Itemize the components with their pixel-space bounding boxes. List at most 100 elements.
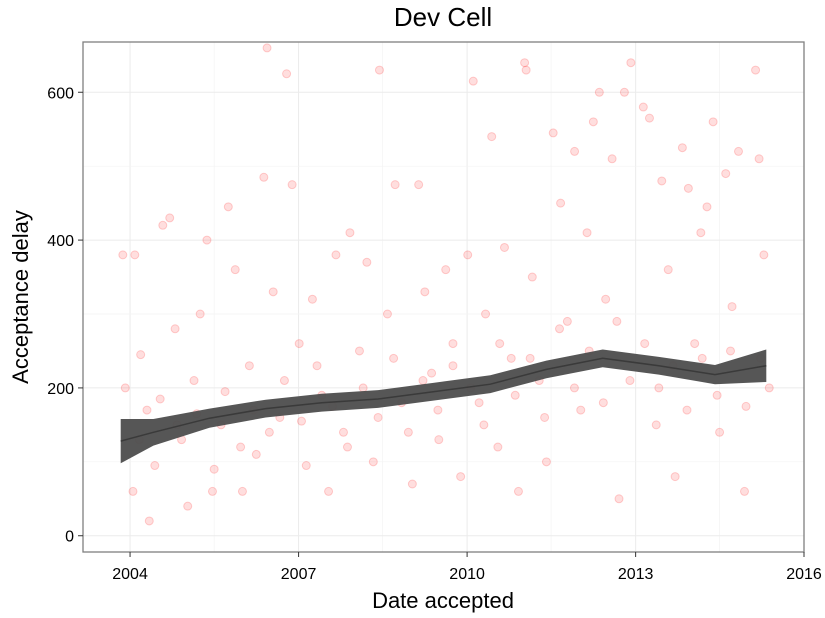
data-point — [170, 324, 180, 334]
trend-band — [120, 349, 767, 464]
data-point — [682, 405, 692, 415]
data-point — [456, 472, 466, 482]
data-point — [712, 390, 722, 400]
data-point — [683, 183, 693, 193]
data-point — [468, 76, 478, 86]
data-point — [282, 69, 292, 79]
data-point — [657, 176, 667, 186]
data-point — [434, 435, 444, 445]
data-point — [715, 427, 725, 437]
data-point — [362, 257, 372, 267]
data-point — [128, 486, 138, 496]
data-point — [638, 102, 648, 112]
data-point — [463, 250, 473, 260]
data-point — [312, 361, 322, 371]
data-point — [294, 339, 304, 349]
data-point — [741, 401, 751, 411]
data-point — [607, 154, 617, 164]
data-point — [155, 394, 165, 404]
data-point — [721, 169, 731, 179]
data-point — [195, 309, 205, 319]
plot-background — [83, 42, 804, 552]
data-point — [594, 87, 604, 97]
data-point — [521, 65, 531, 75]
data-point — [601, 294, 611, 304]
data-point — [555, 324, 565, 334]
data-point — [403, 427, 413, 437]
data-point — [764, 383, 774, 393]
data-point — [625, 376, 635, 386]
data-point — [345, 228, 355, 238]
data-point — [244, 361, 254, 371]
x-axis-title: Date accepted — [372, 588, 514, 613]
data-point — [331, 250, 341, 260]
plot-border — [82, 41, 805, 553]
data-point — [342, 442, 352, 452]
data-point — [619, 87, 629, 97]
data-point — [236, 442, 246, 452]
data-point — [150, 461, 160, 471]
data-point — [165, 213, 175, 223]
data-point — [754, 154, 764, 164]
data-point — [183, 501, 193, 511]
data-point — [562, 316, 572, 326]
y-tick-label: 200 — [47, 381, 74, 398]
trend-confidence-band — [120, 349, 767, 464]
data-point — [696, 228, 706, 238]
data-point — [427, 368, 437, 378]
data-point — [202, 235, 212, 245]
data-point — [751, 65, 761, 75]
data-point — [354, 346, 364, 356]
data-point — [142, 405, 152, 415]
y-tick-label: 600 — [47, 85, 74, 102]
data-point — [420, 287, 430, 297]
data-point — [268, 287, 278, 297]
y-tick-label: 400 — [47, 233, 74, 250]
data-point — [493, 442, 503, 452]
data-point — [644, 113, 654, 123]
data-point — [374, 65, 384, 75]
y-axis-title: Acceptance delay — [8, 210, 33, 384]
data-point — [223, 202, 233, 212]
data-point — [251, 449, 261, 459]
data-point — [230, 265, 240, 275]
data-point — [448, 361, 458, 371]
data-point — [358, 383, 368, 393]
data-point — [759, 250, 769, 260]
x-tick-label: 2016 — [786, 566, 822, 583]
data-point — [324, 486, 334, 496]
data-point — [663, 265, 673, 275]
data-point — [120, 383, 130, 393]
data-point — [677, 143, 687, 153]
data-point — [144, 516, 154, 526]
data-point — [569, 383, 579, 393]
data-point — [474, 398, 484, 408]
data-point — [118, 250, 128, 260]
data-point — [513, 486, 523, 496]
data-point — [307, 294, 317, 304]
data-point — [614, 494, 624, 504]
data-point — [690, 339, 700, 349]
data-point — [499, 242, 509, 252]
x-tick-label: 2007 — [281, 566, 317, 583]
data-point — [209, 464, 219, 474]
x-tick-label: 2010 — [449, 566, 485, 583]
trend-line — [120, 357, 767, 442]
data-point — [727, 302, 737, 312]
data-point — [582, 228, 592, 238]
data-point — [481, 309, 491, 319]
data-point — [612, 316, 622, 326]
data-point — [541, 457, 551, 467]
chart-title: Dev Cell — [394, 2, 492, 32]
data-point — [479, 420, 489, 430]
data-point — [487, 132, 497, 142]
data-point — [389, 353, 399, 363]
data-point — [548, 128, 558, 138]
data-point — [598, 398, 608, 408]
data-point — [136, 350, 146, 360]
data-point — [570, 146, 580, 156]
data-point — [697, 353, 707, 363]
data-point — [414, 180, 424, 190]
data-points — [118, 43, 774, 526]
